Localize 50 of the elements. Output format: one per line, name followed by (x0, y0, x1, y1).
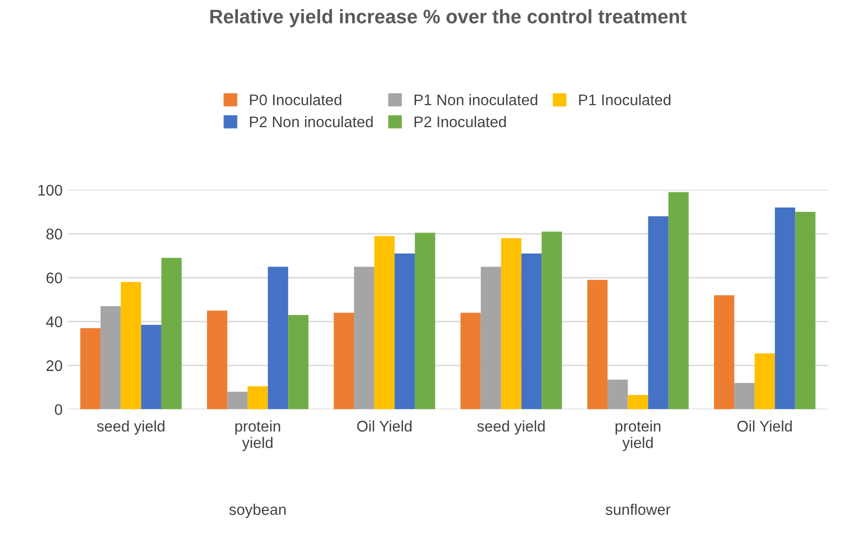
x-tick-label: protein yield (616, 420, 660, 452)
bar (141, 324, 162, 410)
text: soybean (229, 504, 286, 518)
bar (668, 192, 689, 410)
bar (460, 312, 481, 410)
bar (394, 254, 415, 410)
bar (248, 386, 268, 410)
bar (608, 380, 628, 410)
bar (100, 306, 121, 410)
x-tick-label: seed yield (477, 420, 545, 435)
legend-label: P1 Inoculated (579, 94, 670, 106)
text: sunflower (606, 504, 670, 515)
bar (80, 328, 101, 410)
bar (754, 353, 775, 410)
y-tick-label: 80 (46, 228, 62, 240)
bar (714, 295, 734, 410)
bar (795, 212, 816, 410)
bar (334, 312, 354, 410)
bar (374, 236, 395, 410)
legend-label: P2 Non inoculated (250, 116, 373, 128)
bar (648, 216, 668, 410)
bar (120, 282, 142, 410)
y-tick-label: 100 (38, 184, 62, 196)
bar (587, 280, 608, 410)
bar (774, 207, 796, 410)
chart-title: Relative yield increase % over the control treatment (210, 9, 686, 28)
x-tick-label: Oil Yield (737, 420, 792, 432)
bar (288, 314, 308, 410)
x-tick-label: seed yield (97, 420, 164, 435)
y-tick-label: 20 (46, 360, 62, 372)
bar (542, 232, 562, 410)
legend-label: P1 Non inoculated (414, 94, 538, 106)
bar (161, 258, 182, 410)
bar (354, 266, 374, 410)
x-tick-label: protein yield (235, 420, 280, 452)
bar (521, 254, 542, 410)
legend-label: P2 Inoculated (414, 116, 506, 128)
y-tick-label: 60 (46, 272, 62, 284)
bar (414, 232, 436, 410)
bar (480, 266, 502, 410)
bar (734, 382, 755, 410)
y-tick-label: 0 (54, 404, 62, 415)
bar (628, 395, 648, 410)
bar (501, 238, 522, 410)
bar (227, 392, 248, 410)
bar (207, 310, 228, 410)
legend-label: P0 Inoculated (250, 94, 342, 106)
bar (268, 266, 288, 410)
y-tick-label: 40 (46, 316, 62, 328)
x-tick-label: Oil Yield (357, 420, 412, 432)
